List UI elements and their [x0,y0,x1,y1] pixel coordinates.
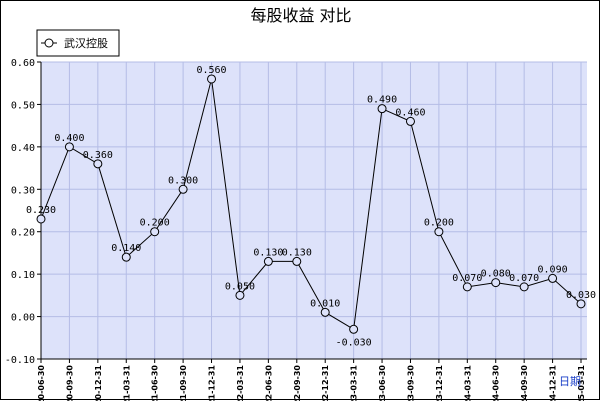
data-point [263,256,273,266]
x-tick-label: 2025-03-31 [577,365,586,401]
data-point [491,278,501,288]
data-point [178,184,188,194]
x-tick-label: 2022-09-30 [293,365,302,401]
x-tick-label: 2023-12-31 [435,365,444,401]
x-tick-label: 2021-09-30 [179,365,188,401]
x-tick-label: 2023-09-30 [406,365,415,401]
x-tick-label: 2024-03-31 [463,365,472,401]
data-point [462,282,472,292]
data-label: 0.010 [310,298,340,309]
data-point [64,142,74,152]
x-tick-label: 2022-03-31 [236,365,245,401]
data-label: 0.230 [26,205,56,216]
y-tick-label: 0.30 [11,185,35,196]
data-label: 0.050 [225,281,255,292]
data-label: 0.030 [566,290,596,301]
data-point [292,256,302,266]
data-label: 0.300 [168,175,198,186]
data-points [36,74,586,334]
data-point [235,290,245,300]
data-point [121,252,131,262]
data-label: 0.200 [140,218,170,229]
y-tick-label: 0.60 [11,58,35,69]
data-point [434,227,444,237]
x-tick-label: 2024-09-30 [520,365,529,401]
data-label: 0.130 [253,247,283,258]
data-point [548,273,558,283]
y-axis: -0.10 0.00 0.10 0.20 0.30 0.40 0.50 0.60 [5,58,42,366]
legend-label: 武汉控股 [64,36,108,50]
chart-title: 每股收益 对比 [250,6,351,25]
data-label: 0.080 [481,269,511,280]
data-label: -0.030 [336,337,372,348]
x-tick-label: 2021-03-31 [122,365,131,401]
data-label: 0.460 [395,107,425,118]
data-label: 0.070 [452,273,482,284]
x-tick-label: 2022-06-30 [264,365,273,401]
data-label: 0.070 [509,273,539,284]
y-tick-label: 0.10 [11,270,35,281]
data-labels: 0.230 0.400 0.360 0.140 0.200 0.300 0.560 0.050… [26,65,596,348]
y-tick-label: 0.50 [11,100,35,111]
y-tick-label: 0.00 [11,313,35,324]
x-tick-label: 2023-06-30 [378,365,387,401]
data-point [36,214,46,224]
y-tick-label: 0.20 [11,228,35,239]
data-label: 0.130 [282,247,312,258]
data-label: 0.400 [54,133,84,144]
x-tick-label: 2024-12-31 [549,365,558,401]
data-label: 0.490 [367,95,397,106]
legend-marker-swatch [44,38,54,48]
data-label: 0.090 [538,264,568,275]
data-point [93,159,103,169]
data-point [519,282,529,292]
x-tick-label: 2020-06-30 [37,365,46,401]
data-label: 0.140 [111,243,141,254]
x-tick-label: 2020-12-31 [94,365,103,401]
x-tick-label: 2023-03-31 [350,365,359,401]
x-axis: 2020-06-30 2020-09-30 2020-12-31 2021-03-31… [37,358,587,401]
series-line [40,78,582,331]
x-tick-label: 2020-09-30 [65,365,74,401]
x-tick-label: 2021-06-30 [151,365,160,401]
plot-area [41,62,587,359]
data-point [150,227,160,237]
data-point [405,116,415,126]
y-tick-label: 0.40 [11,143,35,154]
y-tick-label: -0.10 [5,355,35,366]
x-tick-label: 2021-12-31 [208,365,217,401]
x-tick-label: 2022-12-31 [321,365,330,401]
x-axis-corner-label: 日期 [559,375,581,388]
x-tick-label: 2024-06-30 [492,365,501,401]
data-point [207,74,217,84]
data-point [320,307,330,317]
data-label: 0.560 [196,65,226,76]
data-point [576,299,586,309]
data-point [349,324,359,334]
data-label: 0.360 [83,150,113,161]
legend: 武汉控股 [36,29,120,57]
data-label: 0.200 [424,218,454,229]
data-point [377,104,387,114]
